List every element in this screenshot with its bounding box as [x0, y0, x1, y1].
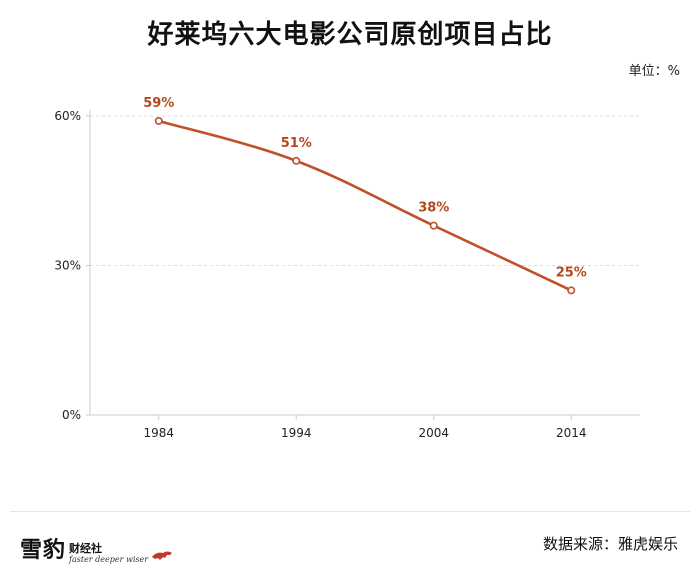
x-tick-label: 1984: [143, 426, 174, 440]
x-tick-label: 2014: [556, 426, 587, 440]
data-point: [292, 156, 301, 165]
data-label: 51%: [281, 136, 312, 151]
unit-label: 单位：%: [628, 64, 680, 79]
data-point: [567, 286, 576, 295]
brand-logo: 雪豹 财经社 faster deeper wiser: [20, 524, 173, 564]
logo-sub-text: 财经社: [69, 542, 103, 555]
y-tick-label: 30%: [54, 259, 81, 273]
data-source: 数据来源：雅虎娱乐: [542, 535, 678, 553]
series-line: [158, 119, 572, 292]
data-point: [154, 116, 163, 125]
line-chart: 0% 30% 60% 1984 1994 2004 2014 59% 51% 38% 25%: [54, 96, 640, 440]
series-line-group: [158, 119, 572, 292]
grid-lines: [90, 115, 640, 266]
data-label: 38%: [418, 201, 449, 216]
data-label: 25%: [556, 265, 587, 280]
data-points: [154, 116, 576, 295]
data-labels: 59% 51% 38% 25%: [143, 96, 587, 280]
y-tick-label: 0%: [62, 408, 81, 422]
data-label: 59%: [143, 96, 174, 111]
footer-divider: [10, 511, 690, 512]
x-tick-label: 1994: [281, 426, 312, 440]
logo-main-text: 雪豹: [20, 537, 67, 563]
x-tick-label: 2004: [418, 426, 449, 440]
data-point: [429, 221, 438, 230]
axes: [86, 110, 640, 420]
logo-text-stack: 财经社 faster deeper wiser: [69, 543, 148, 564]
y-tick-labels: 0% 30% 60%: [54, 109, 81, 422]
x-tick-labels: 1984 1994 2004 2014: [143, 426, 586, 440]
chart-title: 好莱坞六大电影公司原创项目占比: [147, 20, 553, 50]
y-tick-label: 60%: [54, 109, 81, 123]
leopard-icon: [152, 551, 173, 560]
logo-tagline: faster deeper wiser: [69, 555, 149, 564]
